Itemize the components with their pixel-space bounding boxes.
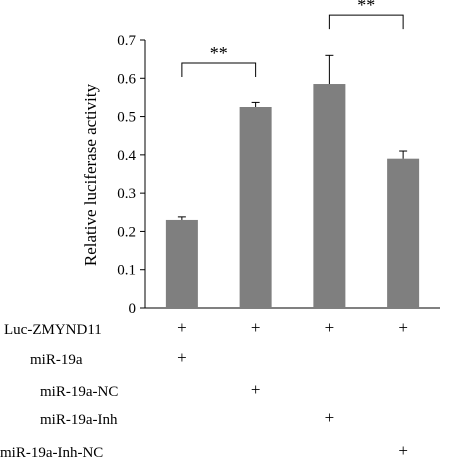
bars bbox=[165, 54, 420, 309]
condition-label: miR-19a-NC bbox=[40, 384, 118, 400]
condition-mark: + bbox=[325, 318, 335, 337]
condition-label: miR-19a bbox=[30, 352, 83, 368]
significance-brackets: ** ** bbox=[181, 0, 404, 77]
y-tick-label: 0.7 bbox=[117, 33, 136, 49]
significance-label: ** bbox=[210, 43, 228, 63]
y-tick-label: 0.1 bbox=[117, 263, 136, 279]
y-tick-label: 0.6 bbox=[117, 71, 136, 87]
condition-mark: + bbox=[398, 441, 408, 460]
y-tick-label: 0.2 bbox=[117, 224, 136, 240]
bar bbox=[313, 84, 346, 309]
condition-label: miR-19a-Inh bbox=[40, 412, 118, 428]
condition-mark: + bbox=[251, 380, 261, 399]
bar bbox=[239, 107, 272, 308]
y-axis-label: Relative luciferase activity bbox=[81, 83, 100, 266]
bar bbox=[387, 158, 420, 308]
y-tick-label: 0 bbox=[129, 301, 137, 317]
condition-mark: + bbox=[398, 318, 408, 337]
bar bbox=[165, 219, 198, 308]
y-tick-label: 0.4 bbox=[117, 148, 136, 164]
significance-bracket bbox=[181, 62, 257, 77]
significance-bracket bbox=[328, 14, 404, 30]
y-tick-label: 0.5 bbox=[117, 110, 136, 126]
condition-mark: + bbox=[325, 408, 335, 427]
condition-table: Luc-ZMYND11 + + + + miR-19a + miR-19a-NC + miR-19… bbox=[0, 318, 408, 461]
condition-mark: + bbox=[177, 318, 187, 337]
y-tick-label: 0.3 bbox=[117, 186, 136, 202]
condition-mark: + bbox=[177, 348, 187, 367]
condition-label: Luc-ZMYND11 bbox=[4, 322, 102, 338]
condition-label: miR-19a-Inh-NC bbox=[0, 445, 103, 461]
significance-label: ** bbox=[357, 0, 375, 15]
y-ticks: 0 0.1 0.2 0.3 0.4 0.5 0.6 0.7 bbox=[117, 33, 145, 317]
condition-mark: + bbox=[251, 318, 261, 337]
